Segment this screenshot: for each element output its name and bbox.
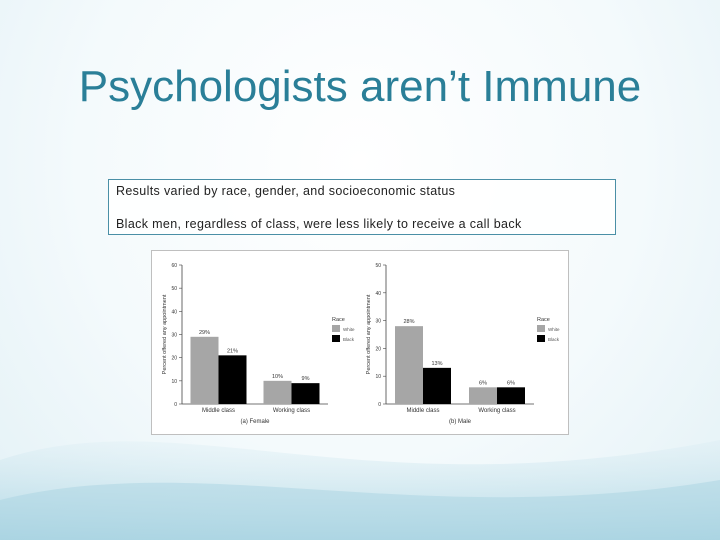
bar-black [423, 367, 451, 404]
legend-swatch [537, 335, 545, 342]
data-label: 9% [302, 376, 310, 382]
x-tick-label: Middle class [202, 408, 235, 414]
bar-white [469, 387, 497, 404]
y-tick-label: 40 [375, 291, 381, 297]
y-axis-label: Percent offered any appointment [366, 294, 372, 374]
legend-label: White [343, 327, 355, 332]
bar-white [395, 326, 423, 404]
data-label: 6% [507, 380, 515, 386]
y-tick-label: 40 [171, 309, 177, 315]
y-tick-label: 10 [171, 379, 177, 385]
legend-title: Race [332, 317, 345, 323]
data-label: 13% [431, 361, 442, 367]
y-tick-label: 20 [171, 356, 177, 362]
legend-swatch [537, 325, 545, 332]
legend-swatch [332, 335, 340, 342]
data-label: 21% [227, 348, 238, 354]
x-tick-label: Working class [273, 408, 310, 414]
slide-title: Psychologists aren’t Immune [78, 62, 642, 111]
y-tick-label: 20 [375, 346, 381, 352]
background-wave [0, 440, 720, 540]
x-tick-label: Working class [478, 408, 515, 414]
y-tick-label: 0 [378, 402, 381, 408]
data-label: 10% [272, 374, 283, 380]
y-tick-label: 10 [375, 374, 381, 380]
legend-swatch [332, 325, 340, 332]
bar-black [291, 383, 320, 404]
chart-figure: 0 10 20 30 40 50 60 Percent offered any appoint… [151, 250, 569, 435]
data-label: 6% [479, 380, 487, 386]
bullet-text: Results varied by race, gender, and soci… [116, 184, 456, 198]
chart-canvas: 0 10 20 30 40 50 60 Percent offered any appoint… [162, 263, 560, 425]
bar-white [190, 336, 219, 404]
bar-black [497, 387, 525, 404]
bullet-text: Black men, regardless of class, were les… [116, 217, 522, 231]
y-tick-label: 50 [375, 263, 381, 269]
legend-label: Black [548, 337, 560, 342]
y-axis-label: Percent offered any appointment [162, 294, 168, 374]
y-tick-label: 0 [174, 402, 177, 408]
x-tick-label: Middle class [406, 408, 439, 414]
legend-title: Race [537, 317, 550, 323]
text-box: Results varied by race, gender, and soci… [108, 179, 616, 235]
y-tick-label: 60 [171, 263, 177, 269]
panel-caption: (b) Male [449, 419, 472, 425]
legend-label: Black [343, 337, 355, 342]
data-label: 29% [199, 330, 210, 336]
y-tick-label: 30 [375, 319, 381, 325]
panel-caption: (a) Female [240, 419, 270, 425]
bar-black [218, 355, 247, 404]
bar-white [263, 380, 292, 404]
y-tick-label: 50 [171, 286, 177, 292]
legend-label: White [548, 327, 560, 332]
data-label: 28% [403, 319, 414, 325]
y-tick-label: 30 [171, 333, 177, 339]
